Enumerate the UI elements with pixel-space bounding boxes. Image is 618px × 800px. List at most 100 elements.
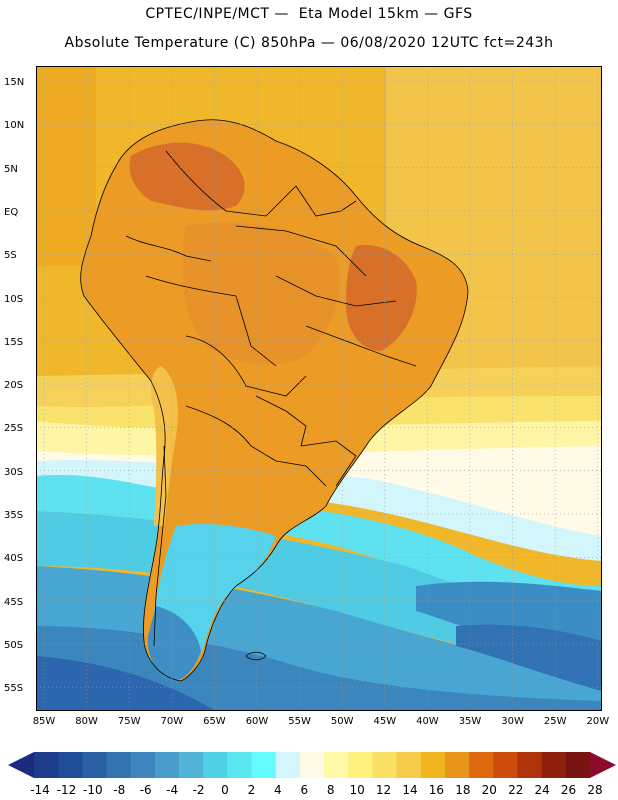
lon-label: 50W [330,716,354,727]
colorbar-label: 12 [375,783,392,797]
colorbar-label: 6 [300,783,309,797]
border-uruguay [275,460,327,487]
lon-label: 35W [458,716,482,727]
colorbar-segment [469,752,494,778]
lon-label: 30W [501,716,524,727]
colorbar-segment [203,752,228,778]
colorbar-segment [396,752,422,778]
colorbar-right-arrow [590,752,616,778]
colorbar-segment [420,752,446,778]
lat-label: 15N [4,77,25,88]
colorbar-left-arrow [8,752,34,778]
lon-label: 45W [373,716,397,727]
lon-label: 80W [75,716,98,727]
land-hot-core-north [129,142,245,211]
border-peru-brazil [145,275,277,367]
land-interior [182,222,340,365]
colorbar-segment [179,752,204,778]
colorbar [8,752,616,778]
colorbar-label: -8 [113,783,126,797]
colorbar-segment [517,752,543,778]
colorbar-segment [275,752,301,778]
colorbar-segment [227,752,253,778]
colorbar-label: 22 [508,783,524,797]
border-colombia-venezuela [165,150,297,217]
colorbar-segment [251,752,277,778]
colorbar-label: -4 [166,783,179,797]
border-amazon-west [125,235,212,262]
lon-label: 75W [117,716,141,727]
lat-label: 45S [4,596,24,608]
colorbar-segment [324,752,349,778]
lon-label: 55W [288,716,311,727]
map-title-model: CPTEC/INPE/MCT — Eta Model 15km — GFS [145,6,473,22]
lat-label: 5S [4,250,17,262]
land-patagonia-blue [147,606,201,681]
colorbar-label: 20 [481,783,497,797]
band-blue-se [456,624,602,691]
colorbar-label: 26 [560,783,577,797]
colorbar-label: 2 [247,783,256,797]
colorbar-segment [565,752,591,778]
colorbar-segment [130,752,156,778]
band-deep-blue-sw [36,656,216,711]
lon-label: 70W [160,716,184,727]
colorbar-segment [493,752,518,778]
lat-label: 50S [4,639,24,651]
colorbar-label: 14 [402,783,418,797]
border-brazil-internal-3 [305,325,417,367]
band-pacific-north [36,66,96,266]
lon-label: 60W [245,716,269,727]
lat-label: 20S [4,380,24,392]
colorbar-segment [299,752,325,778]
lat-label: EQ [4,206,19,218]
colorbar-segment [58,752,83,778]
lon-label: 25W [543,716,567,727]
colorbar-label: -14 [30,783,50,797]
lat-label: 5N [4,163,18,175]
colorbar-label: -10 [83,783,103,797]
map-canvas [36,66,602,711]
coastline [80,119,469,682]
lat-label: 55S [4,683,24,695]
temperature-map [36,66,602,711]
colorbar-segment [154,752,180,778]
border-chile-argentina [153,445,167,647]
falklands [245,651,267,661]
lat-label: 10N [4,120,25,132]
border-brazil-internal-2 [275,275,397,307]
map-frame [36,66,602,711]
colorbar-label: -6 [139,783,152,797]
colorbar-label: 24 [534,783,550,797]
colorbar-label: 18 [455,783,471,797]
colorbar-segment [541,752,567,778]
colorbar-segment [82,752,108,778]
colorbar-segment [34,752,59,778]
colorbar-label: 8 [326,783,335,797]
lon-label: 65W [203,716,226,727]
lat-label: 35S [4,510,24,521]
map-title-variable: Absolute Temperature (C) 850hPa — 06/08/… [64,35,554,51]
country-borders [80,119,469,682]
colorbar-segment [106,752,132,778]
lat-label: 10S [4,293,24,305]
lon-label: 20W [586,716,610,727]
colorbar-segment [444,752,470,778]
colorbar-label: -2 [192,783,205,797]
border-brazil-internal-1 [235,225,367,277]
colorbar-label: 28 [587,783,603,797]
border-brazil-south [300,440,357,487]
colorbar-label: 16 [428,783,445,797]
lat-label: 25S [4,423,24,435]
lon-label: 85W [32,716,56,727]
colorbar-segment [348,752,373,778]
border-argentina-north [185,405,277,462]
border-bolivia [185,335,307,397]
lat-label: 40S [4,553,24,565]
land-hot-core-east [346,245,417,351]
colorbar-label: 0 [221,783,229,797]
lat-label: 15S [4,336,24,348]
border-guianas [295,185,357,217]
colorbar-label: -12 [56,783,77,797]
lat-label: 30S [4,466,24,478]
